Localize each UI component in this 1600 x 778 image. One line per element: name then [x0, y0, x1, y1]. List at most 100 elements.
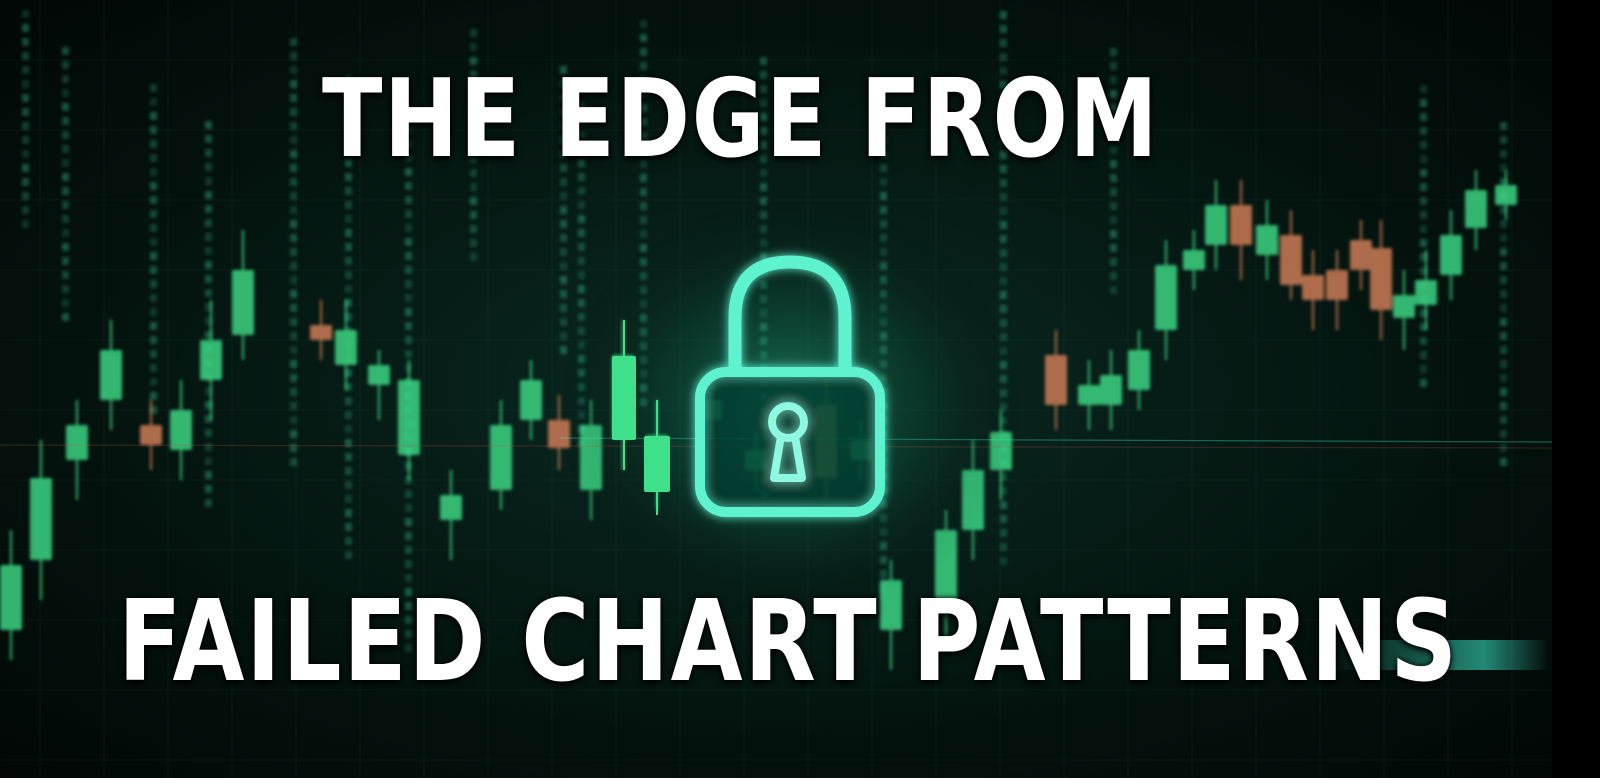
- candle: [335, 330, 357, 365]
- code-glyph: [560, 206, 567, 214]
- code-glyph: [560, 276, 567, 284]
- code-glyph: [22, 108, 29, 116]
- candle: [0, 565, 22, 630]
- code-glyph: [150, 280, 157, 288]
- code-glyph: [640, 90, 647, 98]
- right-black-border: [1552, 0, 1600, 778]
- code-glyph: [1110, 286, 1117, 294]
- code-glyph: [578, 103, 585, 111]
- code-glyph: [405, 532, 412, 540]
- code-glyph: [1000, 165, 1007, 173]
- code-glyph: [1420, 379, 1427, 387]
- code-glyph: [880, 206, 887, 214]
- code-glyph: [1420, 113, 1427, 121]
- code-glyph: [880, 150, 887, 158]
- code-glyph: [22, 150, 29, 158]
- headline-line-1: THE EDGE FROM: [322, 57, 1160, 182]
- code-glyph: [405, 294, 412, 302]
- code-glyph: [205, 457, 212, 465]
- code-glyph: [1500, 332, 1507, 340]
- code-glyph: [345, 509, 352, 517]
- code-glyph: [150, 196, 157, 204]
- code-glyph: [1420, 267, 1427, 275]
- code-glyph: [578, 257, 585, 265]
- code-glyph: [290, 416, 297, 424]
- code-glyph: [560, 220, 567, 228]
- code-glyph: [1110, 132, 1117, 140]
- code-glyph: [150, 364, 157, 372]
- code-glyph: [405, 168, 412, 176]
- code-glyph: [150, 392, 157, 400]
- code-glyph: [405, 224, 412, 232]
- grid-lines: [0, 0, 1552, 778]
- code-glyph: [405, 280, 412, 288]
- code-glyph: [205, 247, 212, 255]
- code-glyph: [578, 187, 585, 195]
- code-glyph: [290, 346, 297, 354]
- candle: [1205, 205, 1227, 245]
- code-glyph: [578, 271, 585, 279]
- code-glyph: [470, 113, 477, 121]
- code-glyph: [150, 238, 157, 246]
- code-glyph: [1110, 244, 1117, 252]
- candle: [140, 425, 162, 445]
- code-glyph: [1000, 487, 1007, 495]
- code-glyph: [1000, 207, 1007, 215]
- candle: [1128, 350, 1150, 390]
- code-glyph: [345, 75, 352, 83]
- code-glyph: [1110, 90, 1117, 98]
- code-glyph: [62, 271, 69, 279]
- code-glyph: [1500, 444, 1507, 452]
- code-glyph: [150, 210, 157, 218]
- code-glyph: [205, 177, 212, 185]
- candle: [398, 380, 420, 455]
- code-glyph: [405, 140, 412, 148]
- code-glyph: [290, 388, 297, 396]
- code-glyph: [205, 485, 212, 493]
- code-glyph: [1500, 318, 1507, 326]
- code-glyph: [62, 131, 69, 139]
- code-glyph: [1420, 253, 1427, 261]
- code-glyph: [1000, 151, 1007, 159]
- code-glyph: [345, 313, 352, 321]
- code-glyph: [560, 150, 567, 158]
- code-glyph: [1000, 291, 1007, 299]
- code-glyph: [62, 187, 69, 195]
- code-glyph: [345, 369, 352, 377]
- code-glyph: [345, 383, 352, 391]
- candle: [1495, 185, 1517, 205]
- code-glyph: [205, 261, 212, 269]
- code-glyph: [760, 85, 767, 93]
- code-glyph: [290, 66, 297, 74]
- code-glyph: [405, 616, 412, 624]
- code-glyph: [470, 57, 477, 65]
- code-glyph: [1000, 81, 1007, 89]
- code-glyph: [560, 346, 567, 354]
- candle: [1370, 248, 1392, 310]
- code-glyph: [640, 174, 647, 182]
- candle: [232, 270, 254, 335]
- code-glyph: [1500, 402, 1507, 410]
- code-glyph: [760, 141, 767, 149]
- code-glyph: [560, 178, 567, 186]
- code-glyph: [1000, 235, 1007, 243]
- candle: [66, 425, 88, 460]
- code-glyph: [345, 453, 352, 461]
- code-glyph: [1000, 249, 1007, 257]
- code-glyph: [205, 317, 212, 325]
- code-glyph: [150, 112, 157, 120]
- code-glyph: [1500, 164, 1507, 172]
- code-glyph: [150, 126, 157, 134]
- code-glyph: [405, 266, 412, 274]
- code-glyph: [1420, 127, 1427, 135]
- code-glyph: [62, 117, 69, 125]
- candle: [1415, 280, 1437, 305]
- code-glyph: [760, 99, 767, 107]
- code-glyph: [578, 285, 585, 293]
- code-glyph: [560, 192, 567, 200]
- code-glyph: [205, 191, 212, 199]
- code-glyph: [290, 402, 297, 410]
- code-glyph: [1000, 221, 1007, 229]
- code-glyph: [290, 122, 297, 130]
- code-glyph: [290, 178, 297, 186]
